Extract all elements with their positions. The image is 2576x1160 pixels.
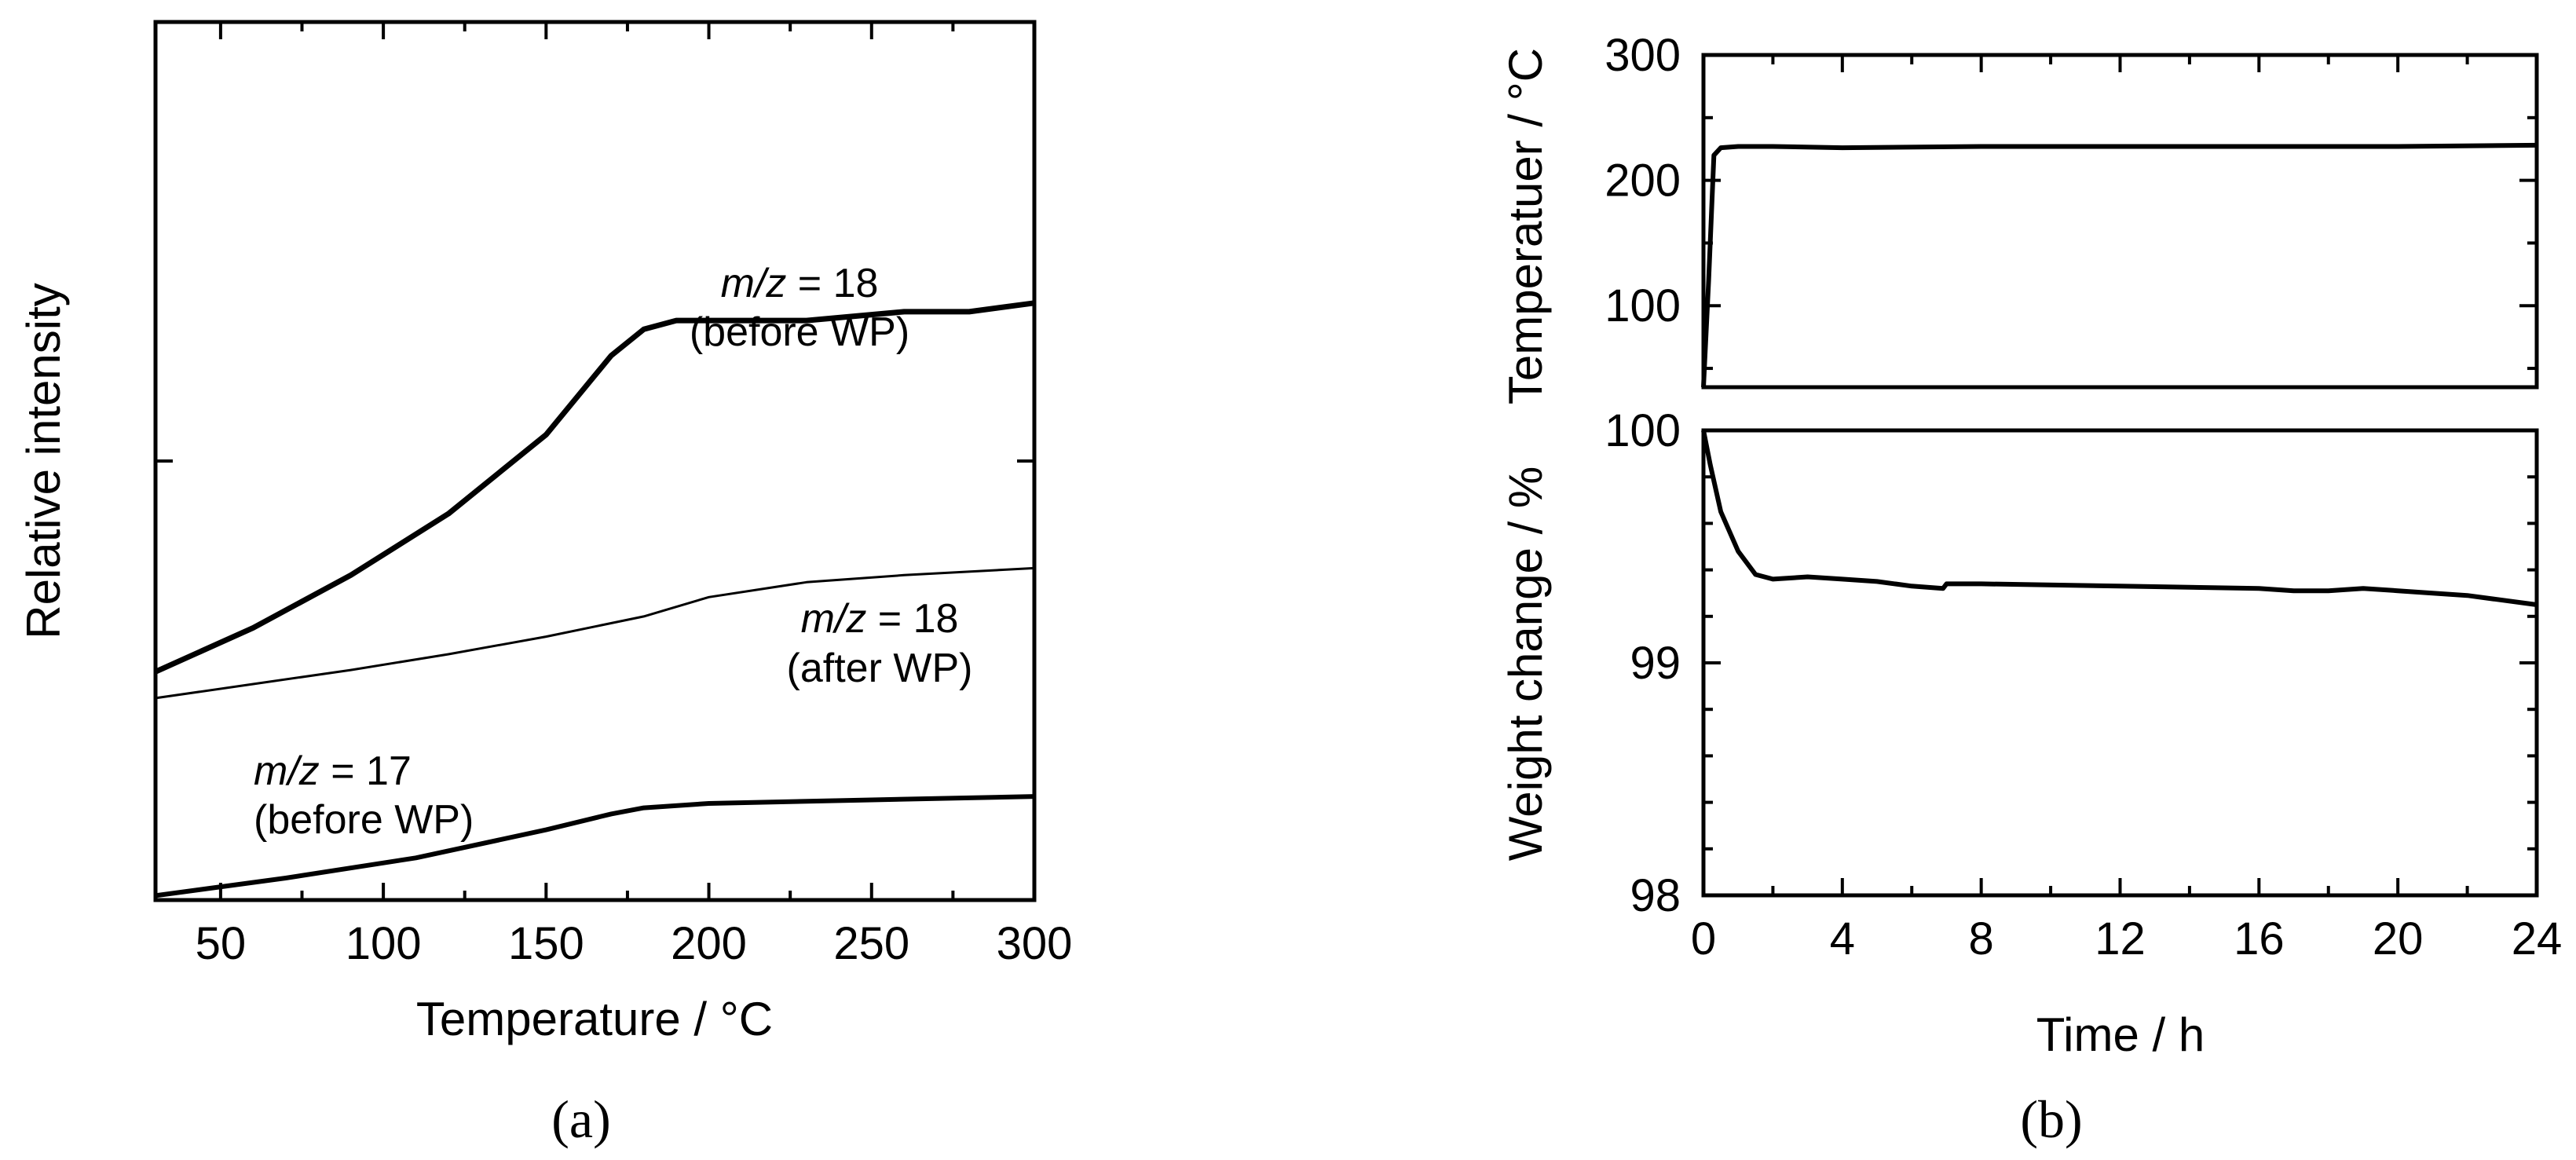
panel-b-x-tick-label: 8 xyxy=(1969,913,1994,964)
annotation-mz18-after: m/z = 18 (after WP) xyxy=(787,596,973,691)
panel-b-x-tick-label: 0 xyxy=(1691,913,1716,964)
annotation-mz18-before-line2: (before WP) xyxy=(690,309,909,355)
panel-b-weight-line xyxy=(1701,430,2538,607)
svg-text:m/z = 17: m/z = 17 xyxy=(254,748,412,794)
annotation-mz17-before: m/z = 17 (before WP) xyxy=(254,748,474,843)
panel-b-subplot-gap xyxy=(1698,390,2542,427)
panel-a-x-tick-label: 100 xyxy=(346,918,422,969)
panel-a: 50 100 150 200 250 300 Temperature / °C Relat… xyxy=(17,20,1073,1149)
annotation-mz18-after-rest: = 18 xyxy=(866,596,958,642)
panel-a-x-axis-label: Temperature / °C xyxy=(416,993,773,1045)
annotation-mz18-before-rest: = 18 xyxy=(786,261,878,306)
panel-a-x-tick-label: 50 xyxy=(196,918,247,969)
annotation-mz18-before: m/z = 18 (before WP) xyxy=(690,261,909,355)
panel-b-temperature-frame xyxy=(1701,53,2539,390)
panel-b-x-axis-label: Time / h xyxy=(2036,1008,2205,1061)
annotation-mz17-before-rest: = 17 xyxy=(320,748,412,794)
panel-a-ticks xyxy=(156,22,1036,902)
series-mz18-before xyxy=(154,300,1035,675)
panel-b-x-tick-label: 16 xyxy=(2234,913,2285,964)
panel-b-weight-y-tick-label: 98 xyxy=(1630,870,1681,921)
panel-a-y-axis-label: Relative intensity xyxy=(17,283,70,639)
panel-a-label: (a) xyxy=(551,1089,610,1149)
series-mz17-before xyxy=(155,794,1035,898)
panel-b-x-tick-label: 12 xyxy=(2095,913,2146,964)
panel-b-temperature-y-tick-label: 200 xyxy=(1605,156,1681,207)
annotation-mz18-before-italic: m/z xyxy=(721,261,787,306)
annotation-mz17-before-italic: m/z xyxy=(254,748,320,794)
panel-b-tick-labels: 0 4 8 12 16 20 24 100 200 300 98 99 100 xyxy=(1605,30,2562,964)
panel-b-ticks xyxy=(1702,53,2538,897)
panel-b-x-tick-label: 4 xyxy=(1830,913,1855,964)
svg-text:m/z = 18: m/z = 18 xyxy=(721,261,879,306)
panel-b-temperature-y-axis-label: Temperatuer / °C xyxy=(1499,48,1552,404)
panel-a-x-tick-label: 150 xyxy=(508,918,584,969)
panel-b-temperature-y-tick-label: 300 xyxy=(1605,30,1681,81)
panel-b-temperature-y-tick-label: 100 xyxy=(1605,280,1681,331)
panel-b-weight-frame xyxy=(1701,428,2539,898)
annotation-mz18-after-italic: m/z xyxy=(801,596,867,642)
panel-a-series xyxy=(154,300,1035,898)
panel-b-series xyxy=(1701,142,2538,607)
panel-a-x-tick-labels: 50 100 150 200 250 300 xyxy=(196,918,1073,969)
svg-text:m/z = 18: m/z = 18 xyxy=(801,596,959,642)
panel-b-weight-y-tick-label: 99 xyxy=(1630,638,1681,689)
panel-b-weight-y-tick-label: 100 xyxy=(1605,405,1681,456)
annotation-mz18-after-line2: (after WP) xyxy=(787,646,973,691)
panel-b-x-tick-label: 20 xyxy=(2373,913,2424,964)
series-mz18-after xyxy=(155,566,1035,700)
annotation-mz17-before-line2: (before WP) xyxy=(254,797,474,843)
panel-a-x-tick-label: 200 xyxy=(671,918,747,969)
panel-b-x-tick-label: 24 xyxy=(2512,913,2563,964)
panel-b-temperature-line xyxy=(1701,142,2538,388)
panel-a-x-tick-label: 250 xyxy=(833,918,909,969)
panel-a-x-tick-label: 300 xyxy=(997,918,1073,969)
panel-b-label: (b) xyxy=(2020,1089,2082,1149)
panel-b: 0 4 8 12 16 20 24 100 200 300 98 99 100 Time / h Tem… xyxy=(1499,30,2562,1149)
panel-b-weight-y-axis-label: Weight change / % xyxy=(1499,467,1552,862)
